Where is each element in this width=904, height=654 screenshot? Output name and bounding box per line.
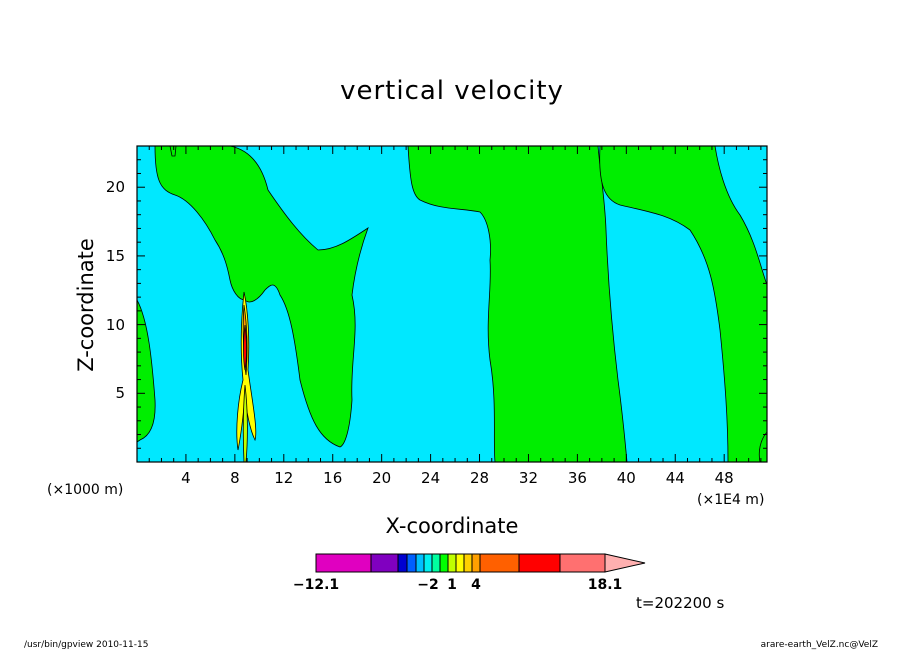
x-tick-label: 32	[518, 469, 538, 487]
y-tick-label: 20	[105, 178, 125, 197]
colorbar-band	[370, 553, 399, 573]
x-ticks	[148, 146, 762, 462]
time-annotation: t=202200 s	[636, 594, 725, 612]
x-tick-label: 24	[421, 469, 441, 487]
footer-right: arare-earth_VelZ.nc@VelZ	[760, 640, 878, 650]
x-tick-label: 28	[469, 469, 490, 487]
colorbar-band	[415, 553, 425, 573]
colorbar	[315, 553, 646, 573]
colorbar-band	[431, 553, 441, 573]
colorbar-band	[479, 553, 520, 573]
positive-region-plume-main	[154, 146, 369, 448]
colorbar-band	[559, 553, 606, 573]
colorbar-tick-label: −2	[417, 577, 439, 593]
colorbar-tick-label: −12.1	[292, 577, 340, 593]
y-tick-label: 5	[115, 384, 125, 403]
positive-region-right-edge	[758, 431, 767, 462]
colorbar-tick-label: 18.1	[587, 577, 623, 593]
plot-frame	[136, 145, 768, 463]
x-tick-label: 16	[323, 469, 343, 487]
y-tick-label: 15	[105, 246, 125, 265]
x-unit-right: (×1E4 m)	[697, 492, 765, 508]
colorbar-band	[439, 553, 449, 573]
colorbar-band	[397, 553, 408, 573]
y-tick-label: 10	[105, 315, 125, 334]
x-unit-left: (×1000 m)	[47, 482, 124, 498]
colorbar-tick-label: 1	[447, 577, 457, 593]
positive-region-left-edge	[137, 299, 156, 443]
colorbar-band	[406, 553, 417, 573]
chart-title: vertical velocity	[340, 76, 564, 106]
positive-region-column-22-40	[407, 146, 628, 462]
x-tick-label: 20	[372, 469, 392, 487]
footer-left: /usr/bin/gpview 2010-11-15	[24, 640, 149, 650]
plume-lower-streak	[242, 384, 248, 462]
positive-region-top-notch	[169, 146, 177, 157]
x-tick-label: 12	[274, 469, 294, 487]
colorbar-band	[447, 553, 457, 573]
colorbar-band	[315, 553, 372, 573]
colorbar-band	[518, 553, 561, 573]
x-tick-label: 8	[230, 469, 240, 487]
x-tick-label: 44	[665, 469, 685, 487]
positive-region-right	[599, 146, 767, 462]
y-ticks	[137, 159, 767, 449]
plume-red	[243, 324, 247, 371]
x-tick-label: 4	[181, 469, 191, 487]
colorbar-band	[471, 553, 481, 573]
y-axis-label: Z-coordinate	[74, 238, 98, 372]
x-tick-label: 40	[616, 469, 636, 487]
x-tick-label: 48	[714, 469, 734, 487]
x-axis-label: X-coordinate	[385, 514, 519, 538]
colorbar-band	[463, 553, 473, 573]
colorbar-tick-label: 4	[471, 577, 481, 593]
colorbar-arrow	[604, 553, 646, 573]
colorbar-band	[423, 553, 433, 573]
x-tick-label: 36	[567, 469, 587, 487]
colorbar-band	[455, 553, 465, 573]
